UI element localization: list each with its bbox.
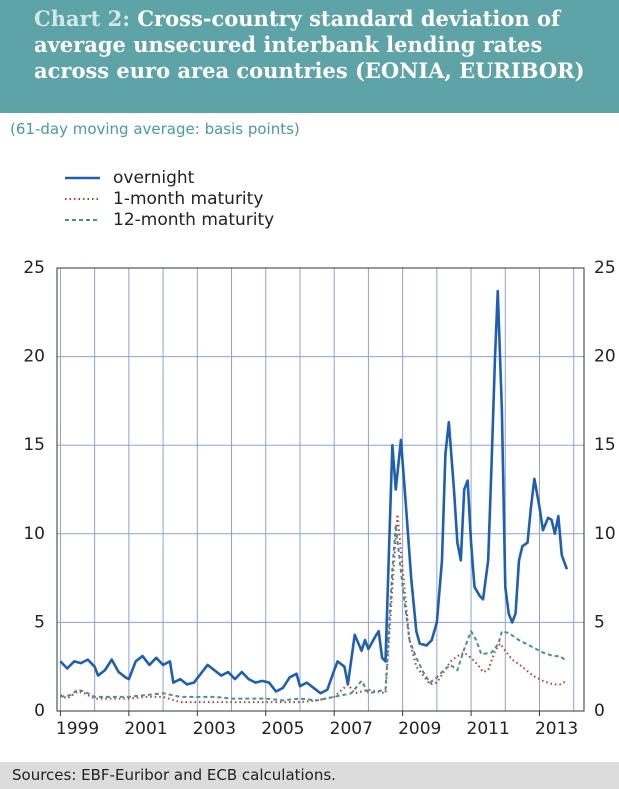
series-line — [59, 513, 568, 704]
x-tick-label: 2011 — [467, 719, 510, 739]
x-tick-label: 2009 — [398, 719, 441, 739]
y-tick-label: 5 — [34, 612, 45, 632]
y-tick-label: 20 — [23, 347, 45, 367]
y2-tick-label: 25 — [594, 258, 616, 278]
header: Chart 2: Cross-country standard deviatio… — [0, 0, 619, 113]
x-tick-label: 2007 — [330, 719, 373, 739]
x-tick-label: 1999 — [56, 719, 99, 739]
y-tick-label: 15 — [23, 435, 45, 455]
y2-tick-label: 0 — [594, 701, 605, 721]
plot-frame — [56, 267, 585, 712]
y2-tick-label: 5 — [594, 612, 605, 632]
chart-label: Chart 2: — [34, 6, 131, 31]
source-note: Sources: EBF-Euribor and ECB calculation… — [0, 762, 619, 789]
series-line — [60, 523, 568, 702]
chart-title: Cross-country standard deviation of aver… — [34, 6, 585, 83]
chart: 0 0 5 5 10 10 15 15 20 20 25 25 1999 2001 2003 2005 2007… — [23, 168, 616, 739]
x-tick-label: 2005 — [261, 719, 304, 739]
x-tick-label: 2013 — [535, 719, 578, 739]
y-tick-label: 10 — [23, 524, 45, 544]
legend-label: overnight — [113, 168, 195, 188]
y-tick-label: 0 — [34, 701, 45, 721]
y2-tick-label: 10 — [594, 524, 616, 544]
subtitle: (61-day moving average: basis points) — [10, 120, 300, 138]
series-line — [59, 289, 569, 695]
x-tick-label: 2003 — [193, 719, 236, 739]
legend-label: 12-month maturity — [113, 210, 274, 230]
y2-tick-label: 15 — [594, 435, 616, 455]
y-tick-label: 25 — [23, 258, 45, 278]
x-tick-label: 2001 — [124, 719, 167, 739]
y2-tick-label: 20 — [594, 347, 616, 367]
legend-label: 1-month maturity — [113, 189, 263, 209]
